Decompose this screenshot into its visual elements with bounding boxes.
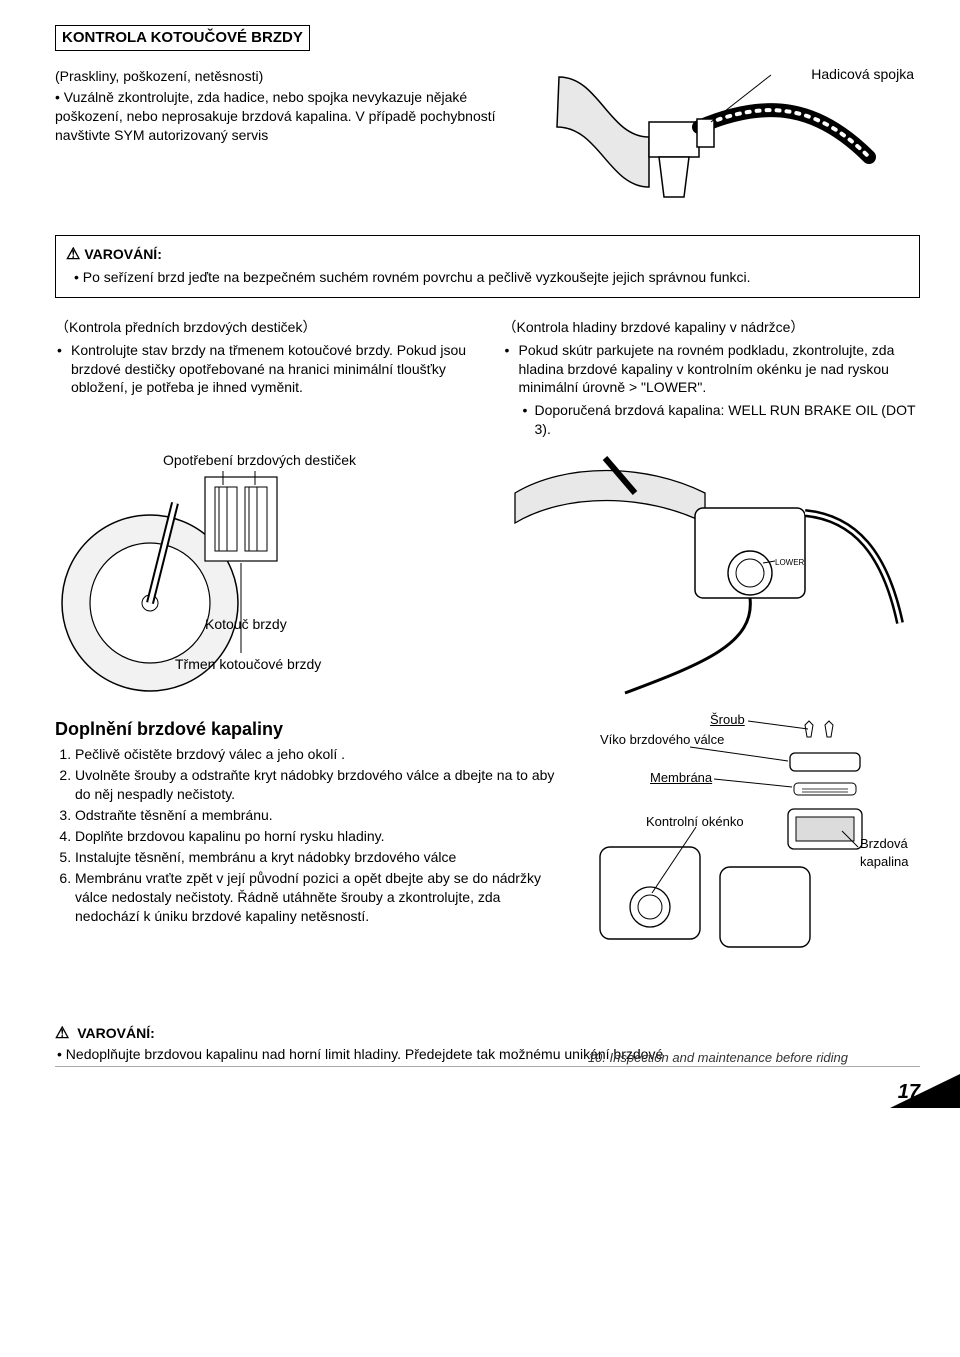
page-footer: 10. Inspection and maintenance before ri…	[55, 1066, 920, 1106]
intro-row: (Praskliny, poškození, netěsnosti) • Vuz…	[55, 67, 920, 217]
hose-coupling-illustration	[539, 67, 879, 217]
hose-coupling-label: Hadicová spojka	[811, 65, 914, 84]
lower-mark-text: LOWER	[775, 558, 805, 567]
refill-step-6: Membránu vraťte zpět v její původní pozi…	[75, 869, 560, 926]
refill-text: Doplnění brzdové kapaliny Pečlivě očistě…	[55, 717, 560, 977]
fluid-label: Brzdová kapalina	[860, 835, 920, 870]
window-label: Kontrolní okénko	[646, 813, 744, 831]
two-column-section: （Kontrola předních brzdových destiček） K…	[55, 318, 920, 443]
intro-line1: (Praskliny, poškození, netěsnosti)	[55, 67, 521, 86]
page-number: 17	[898, 1081, 920, 1103]
warning-heading-1: ⚠VAROVÁNÍ:	[66, 246, 162, 262]
warning-heading-2-text: VAROVÁNÍ:	[77, 1025, 155, 1041]
cap-label: Víko brzdového válce	[600, 731, 724, 749]
intro-text: (Praskliny, poškození, netěsnosti) • Vuz…	[55, 67, 521, 217]
refill-step-3: Odstraňte těsnění a membránu.	[75, 806, 560, 825]
warning-icon: ⚠	[66, 246, 80, 263]
left-bullet-1: Kontrolujte stav brzdy na třmenem kotouč…	[55, 341, 473, 398]
right-heading: （Kontrola hladiny brzdové kapaliny v nád…	[503, 318, 921, 337]
left-bullets: Kontrolujte stav brzdy na třmenem kotouč…	[55, 341, 473, 398]
reservoir-illustration: LOWER	[505, 453, 905, 703]
reservoir-figure: LOWER	[505, 453, 920, 703]
refill-step-2: Uvolněte šrouby a odstraňte kryt nádobky…	[75, 766, 560, 804]
warning-heading-2: ⚠ VAROVÁNÍ:	[55, 1023, 920, 1045]
left-heading: （Kontrola předních brzdových destiček）	[55, 318, 473, 337]
page-title: KONTROLA KOTOUČOVÉ BRZDY	[55, 25, 310, 51]
left-column: （Kontrola předních brzdových destiček） K…	[55, 318, 473, 443]
intro-line2: • Vuzálně zkontrolujte, zda hadice, nebo…	[55, 88, 521, 145]
right-column: （Kontrola hladiny brzdové kapaliny v nád…	[503, 318, 921, 443]
refill-step-4: Doplňte brzdovou kapalinu po horní rysku…	[75, 827, 560, 846]
refill-steps: Pečlivě očistěte brzdový válec a jeho ok…	[55, 745, 560, 925]
footer-chapter: 10. Inspection and maintenance before ri…	[588, 1049, 848, 1067]
brake-pad-figure: Opotřebení brzdových destiček Kotouč br	[55, 453, 475, 703]
warning-text-1: • Po seřízení brzd jeďte na bezpečném su…	[66, 268, 909, 287]
warning-heading-1-text: VAROVÁNÍ:	[84, 246, 162, 262]
refill-step-5: Instalujte těsnění, membránu a kryt nádo…	[75, 848, 560, 867]
membrane-label: Membrána	[650, 769, 712, 787]
right-bullet-2: Doporučená brzdová kapalina: WELL RUN BR…	[503, 401, 921, 439]
pad-wear-label: Opotřebení brzdových destiček	[163, 451, 356, 470]
right-bullets: Pokud skútr parkujete na rovném podkladu…	[503, 341, 921, 439]
refill-heading: Doplnění brzdové kapaliny	[55, 717, 560, 741]
right-bullet-1: Pokud skútr parkujete na rovném podkladu…	[503, 341, 921, 398]
refill-row: Doplnění brzdové kapaliny Pečlivě očistě…	[55, 717, 920, 977]
refill-step-1: Pečlivě očistěte brzdový válec a jeho ok…	[75, 745, 560, 764]
warning-icon: ⚠	[55, 1025, 69, 1042]
warning-box-1: ⚠VAROVÁNÍ: • Po seřízení brzd jeďte na b…	[55, 235, 920, 297]
intro-image-wrap: Hadicová spojka	[539, 67, 920, 217]
mid-image-row: Opotřebení brzdových destiček Kotouč br	[55, 453, 920, 703]
page-number-wrap: 17	[898, 1079, 920, 1106]
refill-figure: Šroub Víko brzdového válce Membrána Kont…	[580, 717, 920, 977]
screw-label: Šroub	[710, 711, 745, 729]
caliper-label: Třmen kotoučové brzdy	[175, 655, 321, 674]
disc-label: Kotouč brzdy	[205, 615, 287, 634]
